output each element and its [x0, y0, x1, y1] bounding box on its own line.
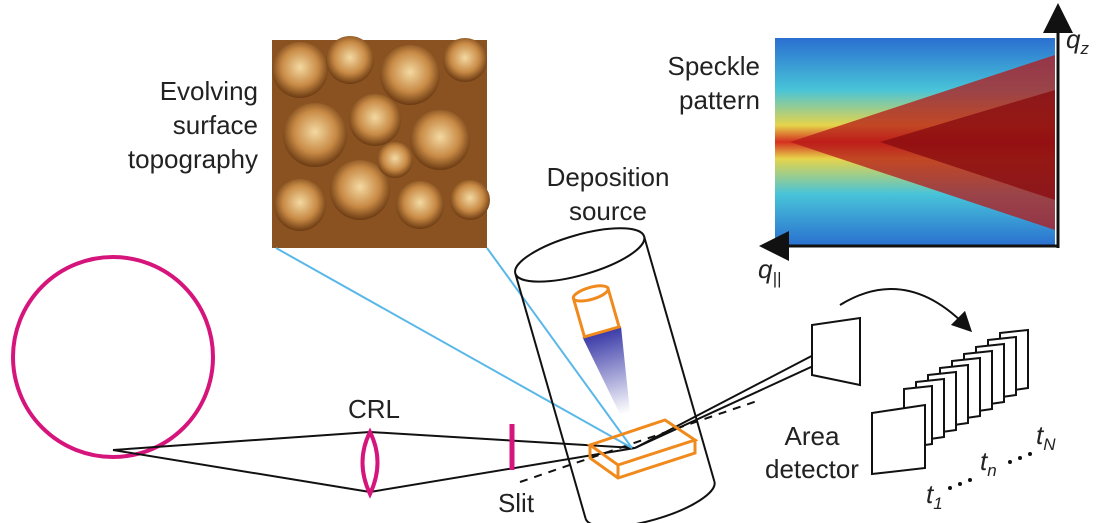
qpar-label: q||: [758, 254, 781, 288]
area-detector: [812, 318, 860, 385]
speckle-label-2: pattern: [679, 85, 760, 115]
crl-lens: [363, 432, 378, 494]
text-part: 1: [933, 494, 942, 513]
source-label-1: Deposition: [547, 162, 670, 192]
text-part: n: [987, 461, 996, 480]
zoom-lines: [276, 248, 632, 448]
crl-label: CRL: [348, 394, 400, 424]
diagram: Evolving surface topography Deposition s…: [0, 0, 1102, 523]
tn-label: tn: [980, 446, 997, 480]
beam: [113, 337, 848, 492]
text-part: q: [758, 254, 773, 284]
speckle-pattern: [775, 38, 1055, 246]
detector-label-1: Area: [785, 421, 840, 451]
text-part: q: [1066, 24, 1081, 54]
surface-label-1: Evolving: [160, 76, 258, 106]
qz-label: qz: [1066, 24, 1089, 58]
text-part: ||: [772, 269, 781, 288]
frame-stack: [872, 330, 1028, 474]
text-part: N: [1043, 435, 1056, 454]
afm-image: [272, 36, 490, 248]
surface-label-3: topography: [128, 144, 258, 174]
storage-ring: [13, 257, 213, 457]
sample: [590, 420, 695, 478]
surface-label-2: surface: [173, 110, 258, 140]
speckle-label-1: Speckle: [668, 51, 761, 81]
slit-label: Slit: [498, 488, 535, 518]
tN-label: tN: [1036, 420, 1056, 454]
t1-label: t1: [926, 479, 943, 513]
text-part: z: [1079, 39, 1089, 58]
detector-label-2: detector: [765, 454, 859, 484]
source-label-2: source: [569, 196, 647, 226]
